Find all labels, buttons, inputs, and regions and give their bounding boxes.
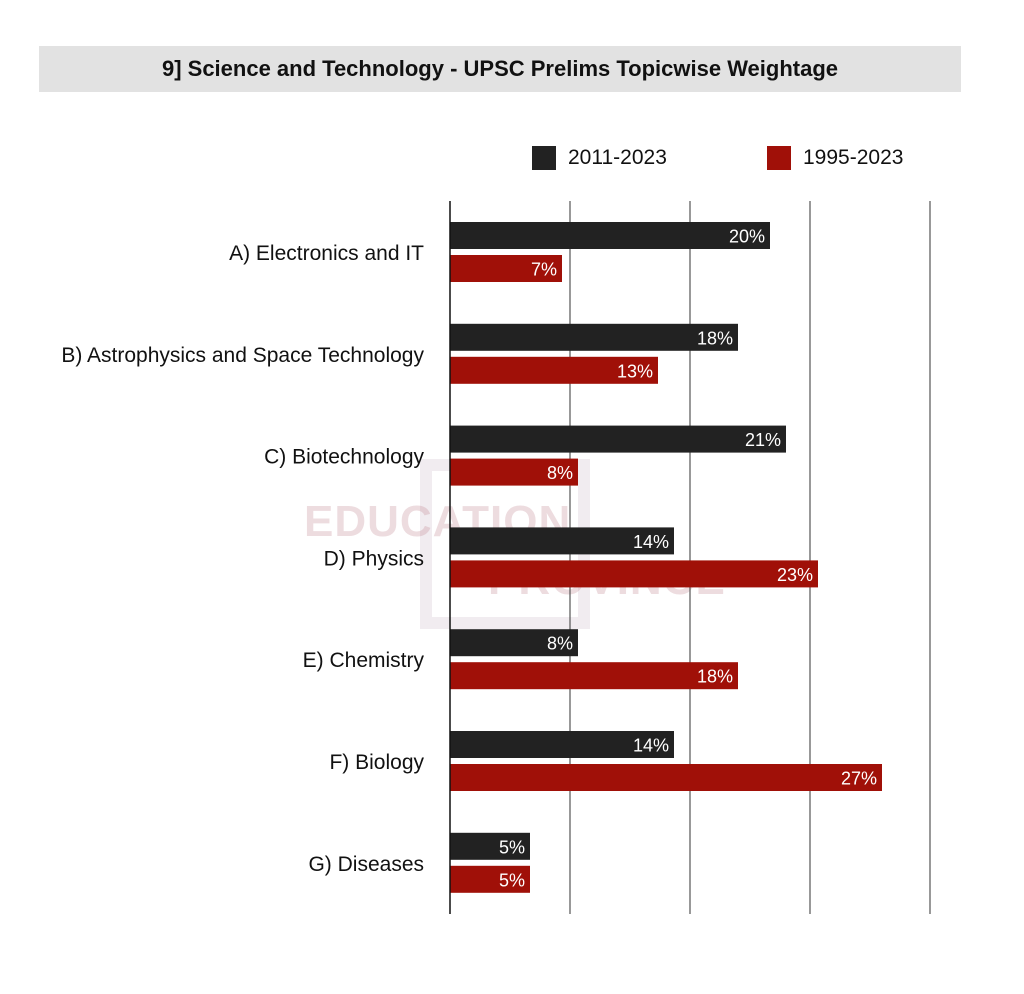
- data-label: 18%: [697, 667, 733, 687]
- bar-1995-2023: [450, 458, 578, 486]
- category-label: C) Biotechnology: [264, 446, 424, 469]
- bar-1995-2023: [450, 560, 818, 588]
- category-label: A) Electronics and IT: [229, 242, 424, 265]
- bar-1995-2023: [450, 865, 530, 893]
- bar-1995-2023: [450, 356, 658, 384]
- bar-2011-2023: [450, 222, 770, 249]
- bar-1995-2023: [450, 662, 738, 690]
- category-label: E) Chemistry: [303, 649, 425, 672]
- category-label: G) Diseases: [308, 853, 424, 876]
- data-label: 21%: [745, 430, 781, 450]
- data-label: 5%: [499, 837, 525, 857]
- bar-2011-2023: [450, 323, 738, 351]
- data-label: 8%: [547, 463, 573, 483]
- data-label: 13%: [617, 361, 653, 381]
- bar-2011-2023: [450, 731, 674, 758]
- data-label: 8%: [547, 634, 573, 654]
- bar-1995-2023: [450, 255, 562, 282]
- chart-title: 9] Science and Technology - UPSC Prelims…: [161, 56, 839, 81]
- data-label: 20%: [729, 227, 765, 247]
- category-label: B) Astrophysics and Space Technology: [61, 344, 424, 367]
- data-label: 27%: [841, 769, 877, 789]
- data-label: 23%: [777, 565, 813, 585]
- bar-2011-2023: [450, 629, 578, 657]
- category-label: D) Physics: [324, 547, 424, 570]
- data-label: 5%: [499, 870, 525, 890]
- data-label: 14%: [633, 532, 669, 552]
- category-label: F) Biology: [329, 751, 424, 774]
- bar-2011-2023: [450, 527, 674, 555]
- bar-1995-2023: [450, 764, 882, 791]
- chart-title-bar: 9] Science and Technology - UPSC Prelims…: [39, 46, 961, 92]
- data-label: 18%: [697, 328, 733, 348]
- bar-2011-2023: [450, 832, 530, 860]
- data-label: 7%: [531, 260, 557, 280]
- data-label: 14%: [633, 736, 669, 756]
- bar-2011-2023: [450, 425, 786, 453]
